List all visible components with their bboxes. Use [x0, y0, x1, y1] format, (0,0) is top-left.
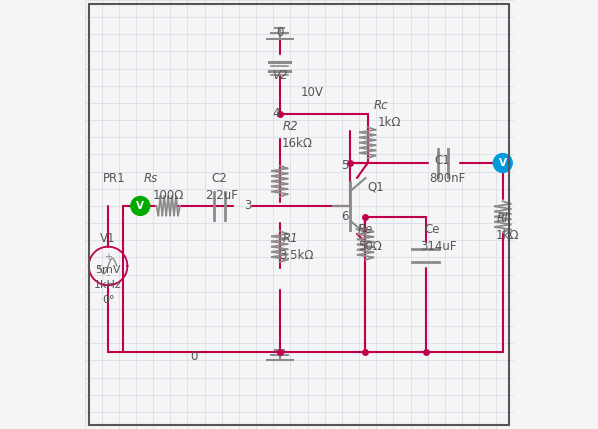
Text: 50Ω: 50Ω	[358, 240, 382, 253]
Text: PR1: PR1	[103, 172, 126, 184]
Text: 6: 6	[341, 210, 348, 223]
Text: V: V	[499, 158, 507, 168]
Text: 0: 0	[276, 26, 283, 39]
Text: Rc: Rc	[373, 99, 388, 112]
Text: Ce: Ce	[424, 223, 440, 236]
Text: C2: C2	[212, 172, 227, 184]
Text: 3.5kΩ: 3.5kΩ	[280, 249, 314, 262]
Text: +: +	[104, 251, 112, 262]
Text: 2.2uF: 2.2uF	[205, 189, 238, 202]
Text: 16kΩ: 16kΩ	[281, 137, 312, 150]
Text: Rs: Rs	[144, 172, 158, 184]
Circle shape	[493, 154, 512, 172]
Text: 5mV: 5mV	[95, 265, 121, 275]
Text: V1: V1	[100, 232, 116, 245]
Text: V2: V2	[272, 69, 288, 82]
Text: -: -	[106, 270, 110, 281]
Text: V: V	[136, 201, 144, 211]
Text: 0°: 0°	[102, 295, 114, 305]
Text: Q1: Q1	[368, 180, 385, 193]
Text: R1: R1	[283, 232, 298, 245]
Text: 3: 3	[245, 199, 252, 212]
Circle shape	[131, 196, 150, 215]
Text: 1kΩ: 1kΩ	[495, 230, 519, 242]
Text: 314uF: 314uF	[420, 240, 457, 253]
Text: 100Ω: 100Ω	[152, 189, 184, 202]
Text: R2: R2	[283, 120, 298, 133]
Text: 1kΩ: 1kΩ	[377, 116, 401, 129]
Text: 10V: 10V	[301, 86, 324, 99]
Text: 800nF: 800nF	[429, 172, 465, 184]
Text: 5: 5	[341, 159, 348, 172]
Text: 0: 0	[190, 350, 197, 363]
Text: 7: 7	[495, 159, 503, 172]
Text: 4: 4	[272, 107, 280, 120]
Text: Re: Re	[358, 223, 373, 236]
Text: Rl: Rl	[497, 212, 508, 225]
Text: 1kHz: 1kHz	[94, 280, 122, 290]
Text: C1: C1	[435, 154, 450, 167]
